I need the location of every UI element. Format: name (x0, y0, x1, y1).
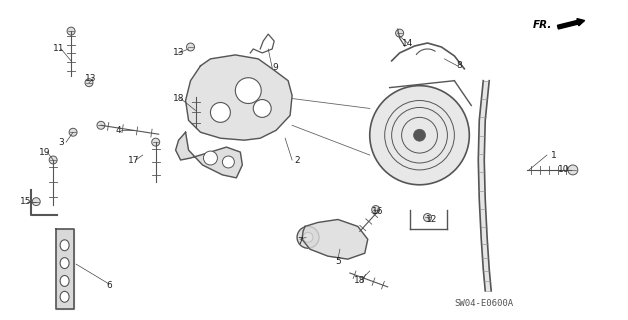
Polygon shape (302, 220, 368, 259)
Text: SW04-E0600A: SW04-E0600A (455, 299, 514, 308)
Text: 2: 2 (295, 156, 300, 164)
Ellipse shape (60, 276, 69, 286)
Circle shape (49, 156, 57, 164)
Polygon shape (479, 160, 485, 200)
Text: 15: 15 (19, 197, 31, 206)
Text: 9: 9 (273, 63, 278, 72)
Text: 17: 17 (128, 156, 139, 164)
Text: 5: 5 (335, 257, 341, 266)
Text: 13: 13 (85, 74, 97, 83)
Circle shape (423, 213, 431, 221)
Circle shape (210, 102, 230, 122)
Circle shape (203, 151, 217, 165)
Circle shape (396, 29, 404, 37)
Polygon shape (479, 120, 485, 160)
Circle shape (222, 156, 234, 168)
Ellipse shape (60, 258, 69, 268)
Polygon shape (479, 200, 487, 239)
Text: 8: 8 (457, 61, 462, 70)
Circle shape (297, 227, 319, 248)
Text: 16: 16 (372, 207, 384, 216)
Polygon shape (479, 81, 489, 120)
Text: 4: 4 (116, 126, 122, 135)
Text: FR.: FR. (533, 20, 552, 30)
Polygon shape (484, 269, 491, 291)
Circle shape (32, 198, 40, 206)
Text: 7: 7 (297, 237, 303, 246)
Text: 6: 6 (106, 281, 112, 290)
Circle shape (236, 78, 261, 103)
Text: 14: 14 (402, 38, 413, 48)
Circle shape (370, 86, 469, 185)
Circle shape (253, 100, 271, 117)
Circle shape (414, 129, 426, 141)
Polygon shape (176, 132, 242, 178)
Polygon shape (56, 229, 74, 309)
Text: 12: 12 (426, 215, 437, 224)
Circle shape (568, 165, 578, 175)
Circle shape (152, 138, 160, 146)
Ellipse shape (60, 240, 69, 251)
Text: 18: 18 (173, 94, 185, 103)
Circle shape (372, 206, 380, 213)
Text: 11: 11 (53, 44, 65, 53)
Text: 10: 10 (558, 165, 570, 174)
Polygon shape (185, 55, 292, 140)
Ellipse shape (60, 291, 69, 302)
Text: 18: 18 (354, 276, 365, 285)
Circle shape (303, 232, 313, 242)
Circle shape (69, 128, 77, 136)
Polygon shape (481, 239, 489, 269)
Circle shape (85, 79, 93, 87)
Text: 1: 1 (551, 150, 557, 160)
Circle shape (67, 27, 75, 35)
Text: 19: 19 (40, 148, 51, 156)
FancyArrow shape (558, 19, 585, 29)
Text: 13: 13 (173, 48, 185, 57)
Circle shape (187, 43, 195, 51)
Text: 3: 3 (58, 138, 64, 147)
Circle shape (97, 121, 105, 129)
